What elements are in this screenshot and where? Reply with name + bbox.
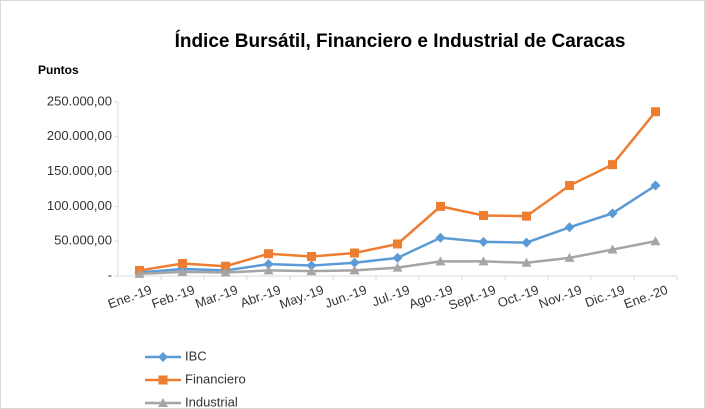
data-point xyxy=(392,252,403,263)
data-point xyxy=(435,232,446,243)
data-point xyxy=(220,267,231,277)
data-point xyxy=(650,180,661,191)
y-axis-label: Puntos xyxy=(38,63,79,77)
data-point xyxy=(306,266,317,276)
legend-label: IBC xyxy=(185,348,207,363)
legend-marker xyxy=(158,375,168,385)
data-point xyxy=(522,211,531,221)
data-point xyxy=(564,252,575,262)
data-point xyxy=(307,252,316,262)
y-tick-label: 200.000,00 xyxy=(47,128,112,143)
data-point xyxy=(350,248,359,258)
data-point xyxy=(177,266,188,276)
data-point xyxy=(306,260,317,271)
legend-marker xyxy=(158,352,168,362)
y-tick-label: - xyxy=(108,267,112,282)
data-point xyxy=(263,259,274,270)
data-point xyxy=(651,107,660,117)
y-tick-label: 50.000,00 xyxy=(54,233,112,248)
data-point xyxy=(349,265,360,275)
chart-title: Índice Bursátil, Financiero e Industrial… xyxy=(175,30,626,52)
y-tick-label: 150.000,00 xyxy=(47,163,112,178)
data-point xyxy=(521,257,532,267)
data-point xyxy=(435,256,446,266)
data-point xyxy=(263,265,274,275)
data-point xyxy=(479,210,488,220)
data-point xyxy=(608,160,617,170)
data-point xyxy=(392,262,403,272)
data-point xyxy=(393,239,402,249)
legend-label: Industrial xyxy=(185,394,238,409)
data-point xyxy=(221,261,230,271)
data-point xyxy=(134,268,145,278)
legend-marker xyxy=(158,398,168,407)
data-point xyxy=(650,236,661,246)
data-point xyxy=(478,256,489,266)
data-point xyxy=(349,257,360,268)
data-point xyxy=(565,181,574,191)
legend-label: Financiero xyxy=(185,371,246,386)
data-point xyxy=(521,237,532,248)
data-point xyxy=(607,208,618,219)
y-tick-label: 100.000,00 xyxy=(47,198,112,213)
data-point xyxy=(607,244,618,254)
data-point xyxy=(478,236,489,247)
data-point xyxy=(264,249,273,259)
y-tick-label: 250.000,00 xyxy=(47,93,112,108)
data-point xyxy=(564,222,575,233)
data-point xyxy=(436,201,445,211)
data-point xyxy=(178,258,187,268)
